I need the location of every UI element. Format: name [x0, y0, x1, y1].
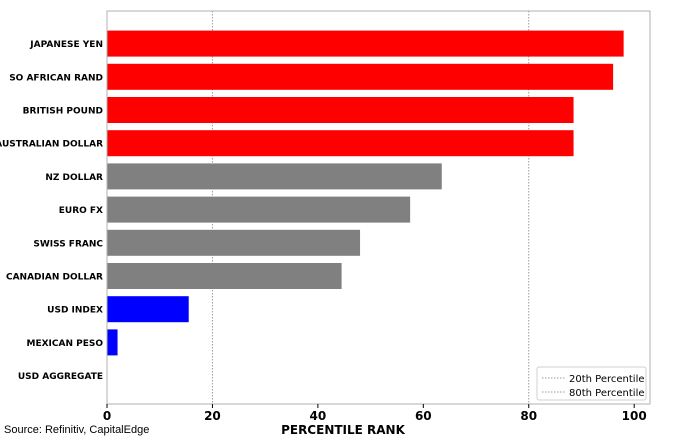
legend-label-0: 20th Percentile [569, 374, 645, 385]
category-label: JAPANESE YEN [29, 40, 103, 50]
bars [107, 30, 624, 356]
category-labels: JAPANESE YEN SO AFRICAN RAND BRITISH POUND… [0, 40, 103, 382]
category-label: EURO FX [59, 206, 103, 216]
x-axis-label: PERCENTILE RANK [281, 423, 406, 437]
category-label: NZ DOLLAR [45, 173, 103, 183]
bar-8 [107, 296, 189, 323]
category-label: SO AFRICAN RAND [9, 73, 103, 83]
source-note: Source: Refinitiv, CapitalEdge [4, 424, 150, 436]
category-label: CANADIAN DOLLAR [6, 273, 103, 283]
legend: 20th Percentile 80th Percentile [536, 366, 647, 401]
bar-4 [107, 163, 442, 190]
x-tick-label: 80 [520, 409, 537, 423]
bar-0 [107, 30, 624, 57]
bar-9 [107, 329, 118, 356]
x-tick-label: 0 [103, 409, 111, 423]
x-tick-label: 40 [310, 409, 327, 423]
category-label: USD INDEX [47, 306, 103, 316]
bar-5 [107, 196, 411, 223]
x-axis-ticks: 0 20 40 60 80 100 [103, 404, 647, 423]
legend-label-1: 80th Percentile [569, 388, 645, 399]
bar-3 [107, 130, 574, 157]
category-label: BRITISH POUND [23, 107, 103, 117]
category-label: MEXICAN PESO [26, 339, 103, 349]
category-label: SWISS FRANC [33, 239, 103, 249]
bar-6 [107, 229, 361, 256]
bar-7 [107, 263, 342, 289]
plot-frame [106, 10, 651, 405]
x-tick-label: 20 [204, 409, 221, 423]
x-tick-label: 60 [415, 409, 432, 423]
category-label: AUSTRALIAN DOLLAR [0, 140, 103, 150]
bar-1 [107, 63, 614, 90]
category-label: USD AGGREGATE [18, 372, 103, 382]
bar-2 [107, 97, 574, 123]
x-tick-label: 100 [622, 409, 647, 423]
